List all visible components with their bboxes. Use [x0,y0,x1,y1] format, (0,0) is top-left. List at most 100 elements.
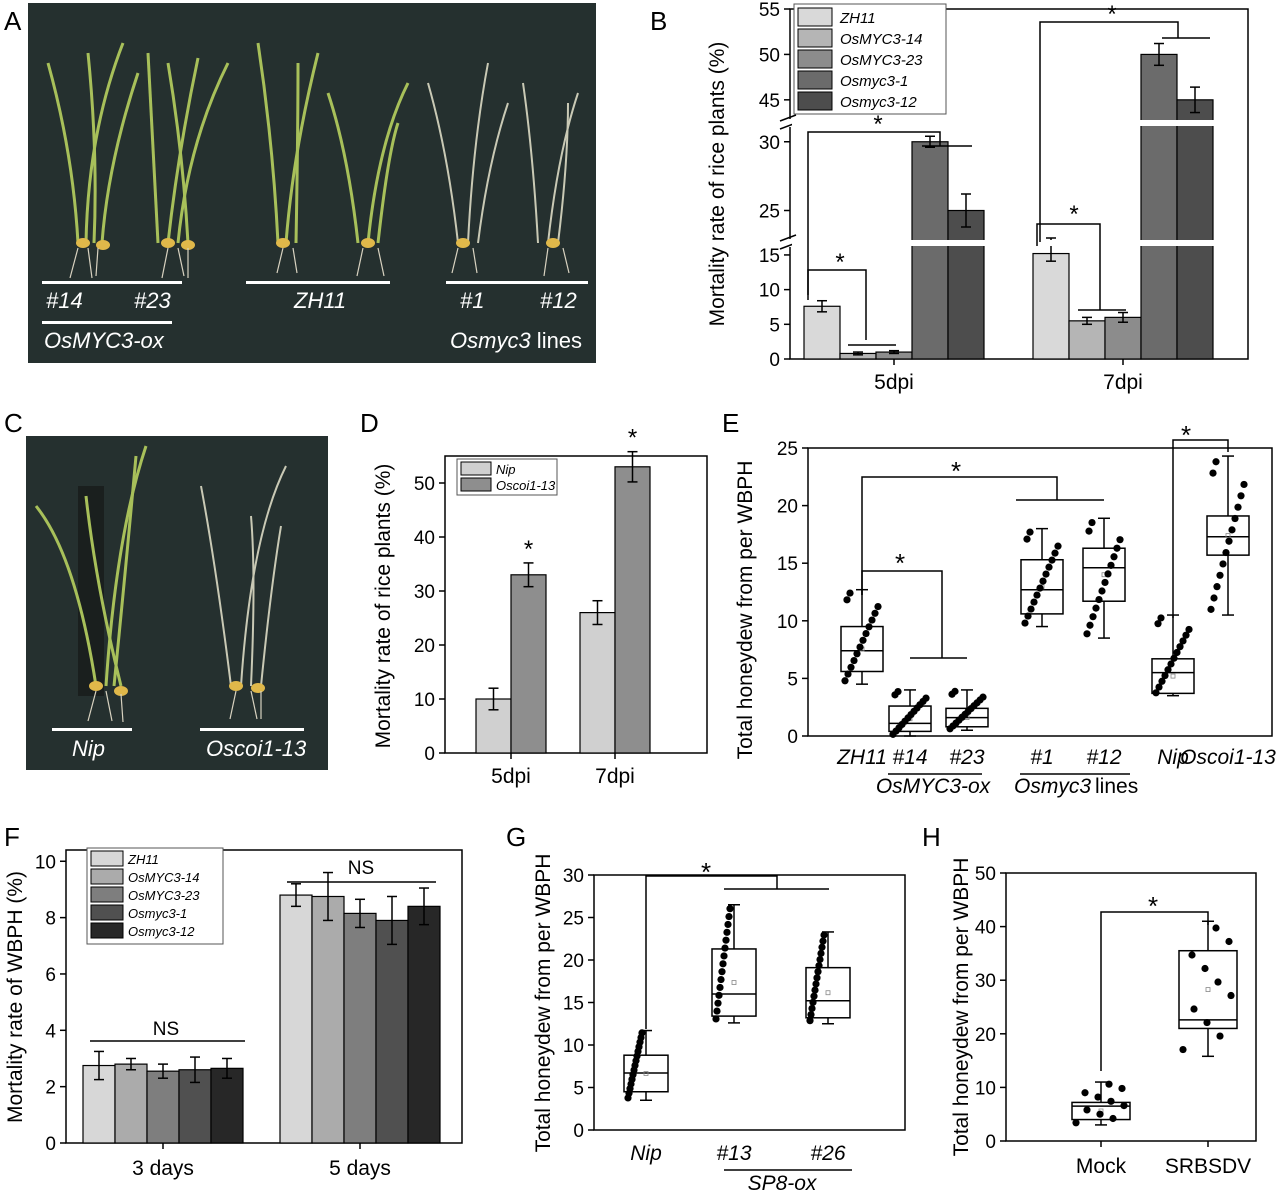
legend-label: Osmyc3-12 [128,924,195,939]
box [1206,515,1250,556]
data-point [1107,561,1115,569]
data-point [1154,620,1162,628]
ns-label: NS [348,858,374,879]
photo-a-label-23: #23 [134,288,171,313]
significance-bracket [1172,439,1229,618]
box-mean [1170,673,1176,679]
y-tick-label: 10 [975,1078,996,1099]
data-point [1237,492,1245,500]
y-tick-label: 50 [759,45,780,66]
data-point [1113,544,1121,552]
y-tick-label: 5 [787,669,798,690]
significance-bracket [1100,911,1209,1071]
data-point [817,949,825,957]
bar-osmyc3-12 [210,1067,244,1144]
data-point [853,650,861,658]
y-tick-label: 20 [777,497,798,518]
photo-c-plants [34,445,287,723]
significance-bracket [807,131,941,295]
significance-star: * [835,249,844,276]
data-point [1118,1084,1126,1093]
data-point [814,968,822,976]
data-point [1039,577,1047,585]
y-tick-label: 5 [769,315,780,336]
photo-c-line-nip [52,728,132,731]
data-point [1107,1097,1115,1105]
data-point [1170,654,1178,662]
data-point [847,663,855,671]
chart-e: 0 5 10 15 20 25 * * * Total honeydew from per WBP… [734,420,1276,798]
chart-h: 0 10 20 30 40 50 * Total honeydew from per WBPH… [950,858,1257,1178]
bar-osmyc3-1 [1140,53,1178,360]
data-point [1042,570,1050,578]
data-point [725,912,733,921]
break-band [792,120,1246,126]
box [840,625,884,673]
legend-swatch [90,886,124,903]
data-point [1240,480,1248,489]
data-point [1109,1114,1117,1123]
bar-osmyc3-14 [114,1063,148,1144]
significance-star: * [701,857,711,887]
photo-a-label-14: #14 [46,288,83,313]
data-point [1203,1018,1211,1027]
data-point [862,629,870,638]
data-point [843,596,851,604]
data-point [868,616,876,624]
x-tick-label: ZH11 [836,746,887,769]
bar-nip [579,612,616,754]
significance-bracket [1036,223,1101,310]
data-point [1164,666,1172,674]
y-tick-label: 20 [563,951,584,972]
data-point [1116,536,1124,544]
y-axis-label: Mortality rate of rice plants (%) [372,464,395,749]
data-point [816,955,824,964]
y-tick-label: 20 [975,1025,996,1046]
data-point [813,974,821,982]
x-tick-label: 5dpi [491,765,531,788]
significance-star: * [524,536,533,563]
photo-a-group-mutant: Osmyc3 lines [450,328,582,354]
y-tick-label: 10 [563,1036,584,1057]
x-tick-label: 3 days [132,1157,194,1180]
legend-swatch [90,904,124,921]
x-tick-label: Mock [1076,1155,1127,1178]
panel-letter-c: C [4,408,23,438]
photo-a-line-ox-group [42,321,172,324]
data-point [1072,1119,1080,1127]
data-point [717,975,725,984]
y-tick-label: 10 [414,690,435,711]
data-point [720,952,728,960]
x-tick-label: #1 [1030,746,1053,769]
data-point [1083,1106,1091,1114]
data-point [1222,548,1230,557]
data-point [1023,535,1031,543]
legend-swatch [797,7,833,27]
data-point [819,937,827,945]
y-tick-label: 25 [563,909,584,930]
photo-a-seedlings: #14 #23 ZH11 #1 #12 OsMYC3-ox Osmyc3 lin… [28,3,596,363]
data-point [815,962,823,970]
data-point [1098,587,1106,595]
legend-swatch [797,28,833,48]
data-point [1105,1080,1113,1088]
data-point [1026,528,1034,536]
data-point [1030,598,1038,606]
data-point [638,1029,646,1037]
data-point [1048,556,1056,564]
legend-swatch [797,49,833,69]
plot-frame [444,455,708,754]
data-point [1081,1089,1089,1097]
x-tick-label: #14 [892,746,927,769]
bar-oscoi1-13 [614,466,651,754]
significance-star: * [1069,201,1078,228]
data-point [1094,1093,1102,1101]
data-point [859,636,867,644]
ns-label: NS [153,1019,179,1040]
data-point [1212,924,1220,932]
data-point [1216,571,1224,579]
photo-c-label-mutant: Oscoi1-13 [206,736,307,761]
data-point [1225,937,1233,946]
y-tick-label: 10 [35,852,56,873]
significance-star: * [895,548,905,578]
